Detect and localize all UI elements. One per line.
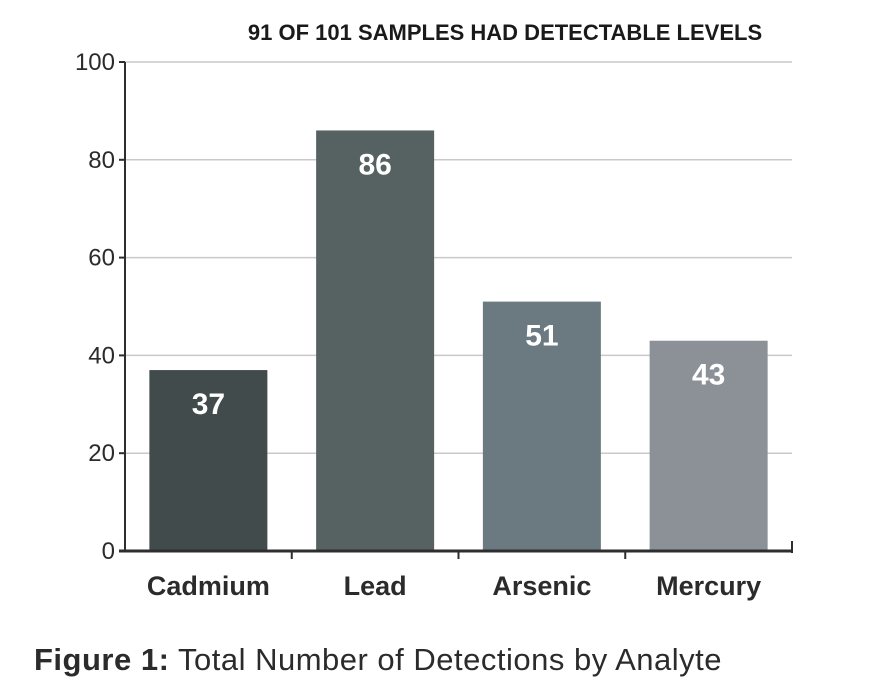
x-tick-label-arsenic: Arsenic <box>492 571 591 601</box>
bar-lead <box>316 130 435 551</box>
figure-caption: Figure 1: Total Number of Detections by … <box>34 642 722 678</box>
y-tick-label-40: 40 <box>88 342 115 369</box>
y-tick-label-60: 60 <box>88 245 115 272</box>
axes <box>119 61 793 559</box>
data-label-cadmium: 37 <box>192 388 225 421</box>
x-tick-label-lead: Lead <box>344 571 407 601</box>
caption-label: Figure 1: <box>34 642 170 677</box>
y-tick-label-100: 100 <box>75 49 115 76</box>
x-tick-label-mercury: Mercury <box>656 571 761 601</box>
bar-chart: 91 OF 101 SAMPLES HAD DETECTABLE LEVELS … <box>75 20 793 601</box>
y-tick-label-0: 0 <box>102 538 115 565</box>
chart-title: 91 OF 101 SAMPLES HAD DETECTABLE LEVELS <box>248 20 762 45</box>
data-label-arsenic: 51 <box>525 320 558 353</box>
y-tick-label-80: 80 <box>88 147 115 174</box>
x-tick-label-cadmium: Cadmium <box>147 571 270 601</box>
bar-cadmium <box>149 370 268 551</box>
y-tick-label-20: 20 <box>88 440 115 467</box>
data-label-mercury: 43 <box>692 359 725 392</box>
caption-text: Total Number of Detections by Analyte <box>177 642 723 677</box>
data-label-lead: 86 <box>358 148 391 181</box>
bar-mercury <box>649 340 768 551</box>
bar-arsenic <box>482 301 601 551</box>
labels: 0 20 40 60 80 100 37 Cadmium 86 Lead 51 Arsenic 43 Me… <box>75 49 761 601</box>
bars <box>149 130 768 551</box>
